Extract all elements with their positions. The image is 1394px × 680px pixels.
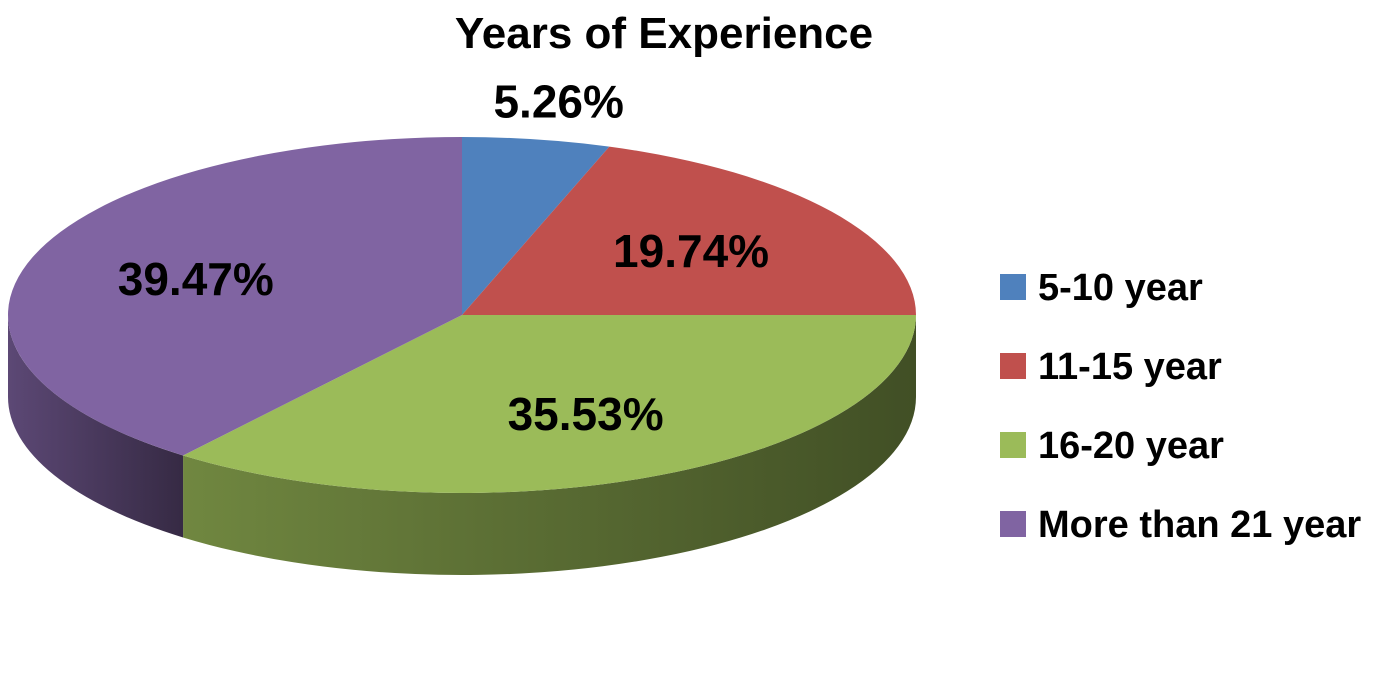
legend-swatch-5-10-year bbox=[1000, 274, 1026, 300]
data-label-16-20-year: 35.53% bbox=[508, 388, 664, 440]
slice-11-15-year bbox=[462, 146, 916, 315]
legend-swatch-more-than-21-year bbox=[1000, 511, 1026, 537]
legend-label-5-10-year: 5-10 year bbox=[1038, 267, 1203, 309]
slice-side-more-than-21-year bbox=[8, 315, 184, 538]
data-labels: 5.26% 19.74% 35.53% 39.47% bbox=[118, 75, 769, 440]
slice-side-16-20-year bbox=[183, 315, 916, 576]
legend-label-11-15-year: 11-15 year bbox=[1038, 346, 1222, 388]
slice-16-20-year bbox=[183, 315, 916, 493]
slice-more-than-21-year bbox=[7, 137, 463, 456]
legend-label-more-than-21-year: More than 21 year bbox=[1038, 504, 1361, 546]
legend-label-16-20-year: 16-20 year bbox=[1038, 425, 1224, 467]
legend: 5-10 year 11-15 year 16-20 year More than 2… bbox=[1000, 267, 1361, 546]
pie-slices bbox=[7, 137, 916, 493]
legend-swatch-11-15-year bbox=[1000, 353, 1026, 379]
data-label-11-15-year: 19.74% bbox=[613, 225, 769, 277]
slice-5-10-year bbox=[462, 137, 610, 315]
legend-swatch-16-20-year bbox=[1000, 432, 1026, 458]
pie-sides bbox=[8, 315, 916, 576]
data-label-5-10-year: 5.26% bbox=[493, 75, 623, 127]
chart-title: Years of Experience bbox=[455, 9, 873, 58]
data-label-more-than-21-year: 39.47% bbox=[118, 253, 274, 305]
